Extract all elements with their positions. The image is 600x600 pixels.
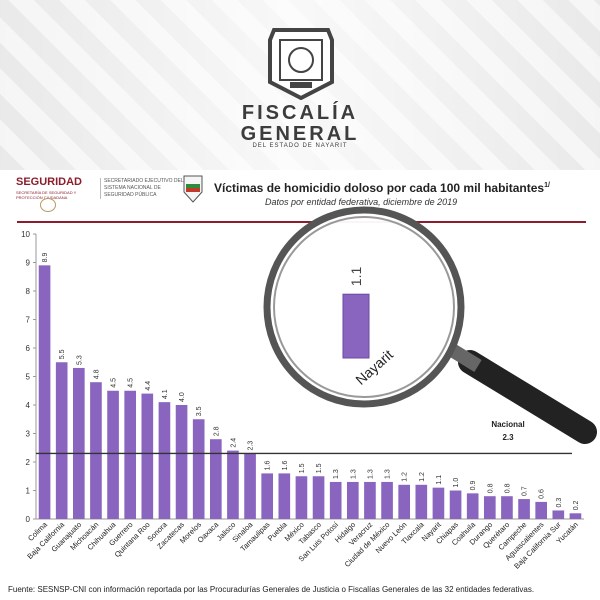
data-label: 1.0 [453,478,460,488]
bar [261,473,274,519]
bar [449,490,462,519]
source-footnote: Fuente: SESNSP-CNI con información repor… [8,585,535,594]
data-label: 8.9 [42,253,49,263]
bar [518,499,530,519]
bar [124,390,137,519]
y-tick-label: 9 [26,259,31,268]
data-label: 4.1 [162,389,169,399]
bar [278,473,291,519]
data-label: 1.5 [299,463,306,473]
y-tick-label: 5 [26,373,31,382]
bar [364,481,376,519]
bar [552,510,565,519]
national-average-value: 2.3 [502,433,514,442]
bar [501,496,513,519]
seguridad-logo-text: SEGURIDAD [16,176,83,188]
bar [72,367,85,519]
data-label: 4.5 [111,378,118,388]
data-label: 1.3 [350,469,357,479]
bar [381,481,393,519]
bar [415,484,428,519]
y-tick-label: 2 [26,458,31,467]
bar [312,476,325,519]
data-label: 0.8 [504,483,511,493]
bar [175,405,188,519]
org-name-line3: DEL ESTADO DE NAYARIT [252,143,348,149]
bar [209,439,222,519]
bar [244,453,256,519]
data-label: 5.5 [59,349,66,359]
data-label: 1.6 [265,461,272,471]
chart-subtitle: Datos por entidad federativa, diciembre … [265,197,458,207]
data-label: 1.5 [316,463,323,473]
bar [55,362,68,519]
magnified-value-label: 1.1 [348,267,364,287]
title-divider [17,221,586,223]
bar [107,390,119,519]
data-label: 1.6 [282,461,289,471]
y-tick-label: 7 [26,316,31,325]
data-label: 1.2 [419,472,426,482]
seguridad-logo-subtext: SECRETARÍA DE SEGURIDAD Y PROTECCIÓN CIU… [16,190,77,200]
bar [329,481,342,519]
data-label: 0.6 [539,489,546,499]
data-label: 1.3 [333,469,340,479]
bar [90,382,102,519]
data-label: 0.7 [522,486,529,496]
bar [192,419,205,519]
data-label: 0.9 [470,481,477,491]
sesnsp-emblem-icon [183,175,203,203]
y-tick-label: 4 [26,401,31,410]
national-average-label: Nacional [491,420,524,429]
data-label: 0.3 [556,498,563,508]
magnified-bar [342,293,370,359]
data-label: 2.4 [230,438,237,448]
data-label: 4.5 [128,378,135,388]
bar [569,513,582,519]
national-seal-icon [40,198,56,212]
y-tick-label: 1 [26,487,31,496]
sesnsp-logo-text: SECRETARIADO EJECUTIVO DEL SISTEMA NACIO… [100,178,184,199]
data-label: 5.3 [76,355,83,365]
org-name-line2: GENERAL [240,123,360,145]
data-label: 4.8 [93,369,100,379]
bar [295,476,308,519]
y-tick-label: 6 [26,344,31,353]
bar [535,501,548,519]
y-tick-label: 10 [21,230,30,239]
data-label: 3.5 [196,406,203,416]
data-label: 1.1 [436,475,443,485]
bar [483,496,496,519]
y-tick-label: 3 [26,430,31,439]
bar [432,487,445,519]
data-label: 0.2 [573,500,580,510]
data-label: 1.3 [385,469,392,479]
fiscalia-shield-logo [268,28,334,100]
data-label: 1.2 [402,472,409,482]
chart-title: Víctimas de homicidio doloso por cada 10… [214,181,550,195]
bar [398,484,411,519]
y-tick-label: 8 [26,287,31,296]
bar [227,450,239,519]
data-label: 2.8 [213,426,220,436]
org-name-line1: FISCALÍA [241,102,359,124]
bar [466,493,479,519]
y-tick-label: 0 [26,515,31,524]
bar [158,402,171,519]
data-label: 4.0 [179,392,186,402]
bar [141,393,154,519]
data-label: 4.4 [145,381,152,391]
data-label: 2.3 [248,441,255,451]
data-label: 1.3 [367,469,374,479]
bar [38,265,51,519]
bar [346,481,359,519]
data-label: 0.8 [487,483,494,493]
